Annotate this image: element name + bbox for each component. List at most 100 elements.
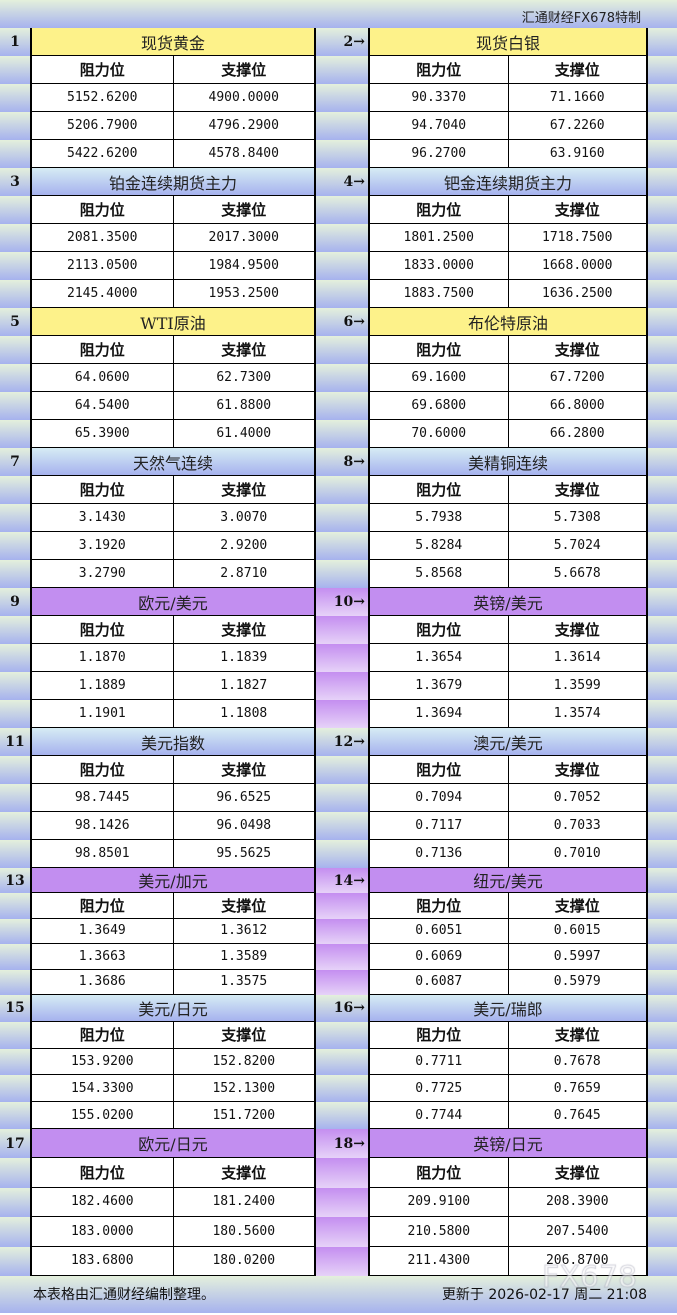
row-arrow-cell: [316, 280, 368, 308]
row-index-cell: [0, 420, 30, 448]
instrument-name: WTI原油: [32, 308, 314, 336]
row-arrow-cell: [316, 532, 368, 560]
middle-strip: 16→: [316, 994, 368, 1129]
middle-strip: 2→: [316, 28, 368, 168]
left-strip: 15: [0, 994, 30, 1129]
column-header-row: 阻力位 支撑位: [370, 196, 646, 224]
row-arrow-cell: [316, 1246, 368, 1276]
title-bar: 汇通财经FX678特制: [0, 0, 677, 28]
support-value: 67.2260: [549, 118, 605, 133]
table-row: 65.3900 61.4000: [32, 420, 314, 448]
row-arrow-cell: 4→: [316, 168, 368, 196]
support-header: 支撑位: [554, 897, 600, 916]
table-row: 1.1889 1.1827: [32, 672, 314, 700]
quote-table-left: 美元/加元 阻力位 支撑位 1.3649 1.3612 1.3663 1.3589 1.368…: [30, 868, 316, 995]
resistance-value: 5.8284: [370, 532, 509, 559]
row-arrow-cell: [316, 476, 368, 504]
row-arrow-cell: [316, 644, 368, 672]
resistance-value: 96.2700: [370, 140, 509, 167]
resistance-value: 1.3649: [32, 918, 174, 944]
quote-section: 15 美元/日元 阻力位 支撑位 153.9200 152.8200 154.3300 152…: [0, 994, 677, 1129]
resistance-value: 0.6051: [370, 918, 509, 944]
right-strip: [648, 1128, 677, 1276]
strip-cell: [648, 969, 677, 995]
support-header: 支撑位: [554, 621, 600, 639]
resistance-value: 94.7040: [370, 112, 509, 139]
row-arrow-cell: [316, 140, 368, 168]
strip-cell: [648, 532, 677, 560]
table-row: 209.9100 208.3900: [370, 1187, 646, 1218]
support-value: 2.9200: [220, 538, 268, 553]
support-header: 支撑位: [554, 761, 600, 779]
strip-cell: [648, 56, 677, 84]
resistance-value: 5.8568: [370, 560, 509, 587]
left-strip: 3: [0, 168, 30, 308]
resistance-value: 153.9200: [32, 1048, 174, 1075]
support-value: 67.7200: [549, 370, 605, 385]
column-header-row: 阻力位 支撑位: [32, 1158, 314, 1188]
support-value: 4796.2900: [208, 118, 279, 133]
instrument-name: 铂金连续期货主力: [32, 168, 314, 196]
table-row: 1801.2500 1718.7500: [370, 224, 646, 252]
column-header-row: 阻力位 支撑位: [32, 336, 314, 364]
row-index-cell: [0, 784, 30, 812]
table-row: 90.3370 71.1660: [370, 84, 646, 112]
support-value: 206.8700: [545, 1253, 609, 1269]
quote-table-right: 英镑/美元 阻力位 支撑位 1.3654 1.3614 1.3679 1.3599 1.369…: [368, 588, 648, 728]
resistance-value: 0.6069: [370, 944, 509, 969]
column-header-row: 阻力位 支撑位: [370, 616, 646, 644]
column-header-row: 阻力位 支撑位: [370, 756, 646, 784]
table-row: 98.8501 95.5625: [32, 840, 314, 868]
strip-cell: [648, 672, 677, 700]
quote-section: 5 WTI原油 阻力位 支撑位 64.0600 62.7300 64.5400 61.8800…: [0, 308, 677, 448]
resistance-value: 1801.2500: [370, 224, 509, 251]
quote-table-left: 欧元/日元 阻力位 支撑位 182.4600 181.2400 183.0000 180.5…: [30, 1128, 316, 1276]
row-arrow-cell: [316, 672, 368, 700]
table-row: 70.6000 66.2800: [370, 420, 646, 448]
table-row: 2113.0500 1984.9500: [32, 252, 314, 280]
quote-table-left: 欧元/美元 阻力位 支撑位 1.1870 1.1839 1.1889 1.1827 1.190…: [30, 588, 316, 728]
strip-cell: [648, 756, 677, 784]
quote-table-right: 英镑/日元 阻力位 支撑位 209.9100 208.3900 210.5800 207.5…: [368, 1128, 648, 1276]
support-value: 0.5997: [553, 948, 601, 964]
column-header-row: 阻力位 支撑位: [370, 893, 646, 919]
support-header: 支撑位: [221, 761, 267, 779]
row-index-cell: [0, 364, 30, 392]
resistance-header: 阻力位: [370, 196, 509, 223]
strip-cell: [648, 994, 677, 1022]
middle-strip: 14→: [316, 868, 368, 995]
table-row: 1.3663 1.3589: [32, 944, 314, 970]
strip-cell: [648, 784, 677, 812]
table-row: 211.4300 206.8700: [370, 1246, 646, 1276]
row-index-cell: [0, 644, 30, 672]
support-value: 0.7052: [553, 790, 601, 805]
row-index-cell: [0, 616, 30, 644]
row-index-cell: [0, 918, 30, 945]
resistance-header: 阻力位: [32, 336, 174, 363]
table-row: 0.6069 0.5997: [370, 944, 646, 970]
table-row: 98.1426 96.0498: [32, 812, 314, 840]
instrument-name: 欧元/美元: [32, 588, 314, 616]
support-value: 1668.0000: [542, 258, 613, 273]
row-index-cell: 1: [0, 28, 30, 56]
row-index-cell: [0, 1075, 30, 1103]
support-value: 5.7308: [553, 510, 601, 525]
support-value: 0.7033: [553, 818, 601, 833]
column-header-row: 阻力位 支撑位: [32, 756, 314, 784]
row-arrow-cell: [316, 784, 368, 812]
instrument-name: 美精铜连续: [370, 448, 646, 476]
support-value: 0.5979: [553, 974, 601, 990]
support-value: 4900.0000: [208, 90, 279, 105]
table-row: 64.5400 61.8800: [32, 392, 314, 420]
resistance-value: 70.6000: [370, 420, 509, 447]
row-index-cell: [0, 969, 30, 995]
column-header-row: 阻力位 支撑位: [32, 196, 314, 224]
instrument-name: 美元指数: [32, 728, 314, 756]
right-strip: [648, 868, 677, 995]
support-value: 1.3575: [220, 974, 268, 990]
support-value: 151.7200: [212, 1107, 276, 1123]
support-header: 支撑位: [221, 481, 267, 499]
resistance-header: 阻力位: [370, 56, 509, 83]
strip-cell: [648, 1128, 677, 1159]
resistance-value: 3.1430: [32, 504, 174, 531]
